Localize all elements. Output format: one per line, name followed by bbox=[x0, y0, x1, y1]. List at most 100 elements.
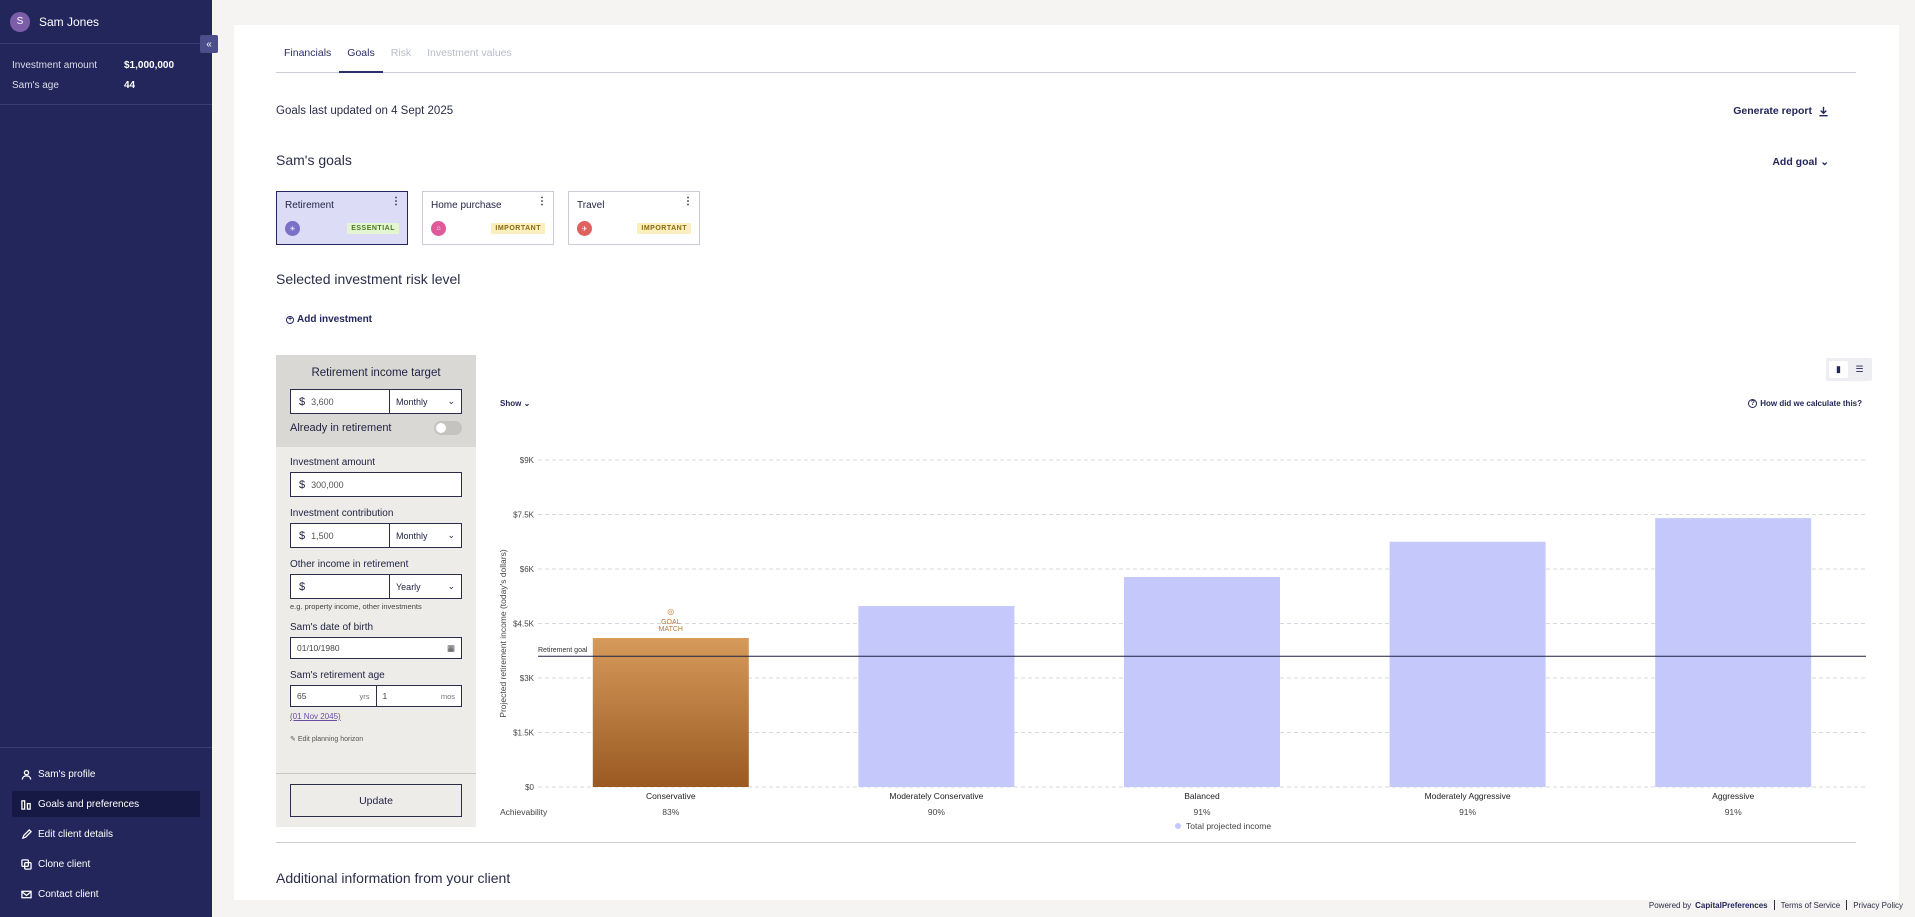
kebab-menu-icon[interactable]: ⋮ bbox=[537, 196, 547, 207]
sidebar-item-goals[interactable]: Goals and preferences bbox=[12, 791, 200, 817]
input-value: 01/10/1980 bbox=[297, 643, 340, 653]
achievability-label: Achievability bbox=[500, 807, 548, 817]
sidebar-item-edit-client[interactable]: Edit client details bbox=[12, 821, 200, 847]
footer-separator bbox=[1773, 900, 1775, 910]
retirement-date-text: (01 Nov 2045) bbox=[290, 712, 341, 721]
already-retired-row: Already in retirement bbox=[290, 421, 462, 435]
update-button[interactable]: Update bbox=[290, 784, 462, 817]
add-goal-label: Add goal bbox=[1772, 156, 1818, 168]
contribution-input[interactable]: $ 1,500 bbox=[291, 524, 389, 547]
bar bbox=[1389, 541, 1546, 787]
other-income-input[interactable]: $ bbox=[291, 575, 389, 598]
footer-separator bbox=[1846, 900, 1848, 910]
other-income-hint: e.g. property income, other investments bbox=[290, 602, 422, 611]
bar-chart-view-icon[interactable]: ▮ bbox=[1829, 361, 1848, 378]
pencil-icon: ✎ bbox=[290, 736, 298, 743]
tab-financials[interactable]: Financials bbox=[284, 47, 332, 59]
question-circle-icon: ? bbox=[1748, 399, 1758, 408]
field-label: Sam's retirement age bbox=[290, 670, 385, 681]
add-investment-button[interactable]: + Add investment bbox=[286, 314, 372, 325]
sidebar-item-contact-client[interactable]: Contact client bbox=[12, 881, 200, 907]
link-label: How did we calculate this? bbox=[1760, 399, 1862, 408]
chevron-down-icon: ⌄ bbox=[447, 396, 455, 406]
already-retired-toggle[interactable] bbox=[434, 421, 462, 435]
goal-card-retirement[interactable]: Retirement ⋮ ☀ ESSENTIAL bbox=[276, 191, 408, 245]
y-tick-label: $9K bbox=[520, 456, 535, 465]
show-dropdown[interactable]: Show ⌄ bbox=[500, 399, 530, 408]
sidebar-item-label: Goals and preferences bbox=[38, 798, 140, 810]
kebab-menu-icon[interactable]: ⋮ bbox=[683, 196, 693, 207]
plus-circle-icon: + bbox=[286, 315, 294, 324]
privacy-link[interactable]: Privacy Policy bbox=[1853, 900, 1903, 910]
info-label: Investment amount bbox=[12, 60, 98, 71]
investment-amount-input[interactable]: $ 300,000 bbox=[291, 473, 461, 496]
brand-logo: CapitalPreferences bbox=[1695, 900, 1768, 910]
goal-match-label: GOAL bbox=[661, 619, 681, 626]
info-value: $1,000,000 bbox=[124, 60, 175, 71]
user-header[interactable]: S Sam Jones bbox=[0, 0, 212, 44]
edit-planning-horizon-link[interactable]: ✎ Edit planning horizon bbox=[290, 735, 462, 743]
bar bbox=[858, 606, 1015, 787]
generate-report-button[interactable]: Generate report bbox=[1733, 105, 1829, 117]
goal-name: Home purchase bbox=[431, 200, 502, 211]
table-view-icon[interactable]: ☰ bbox=[1855, 364, 1864, 374]
dob-input[interactable]: 01/10/1980 ▦ bbox=[290, 637, 462, 659]
input-value: 300,000 bbox=[311, 479, 344, 490]
achievability-value: 91% bbox=[1193, 807, 1210, 817]
sidebar-item-profile[interactable]: Sam's profile bbox=[12, 761, 200, 787]
risk-level-title: Selected investment risk level bbox=[276, 271, 461, 287]
terms-link[interactable]: Terms of Service bbox=[1780, 900, 1841, 910]
how-calculated-link[interactable]: ? How did we calculate this? bbox=[1748, 399, 1862, 408]
income-frequency-select[interactable]: Monthly ⌄ bbox=[389, 390, 461, 413]
calendar-icon[interactable]: ▦ bbox=[446, 642, 455, 653]
chevron-down-icon: ⌄ bbox=[447, 530, 455, 540]
client-summary: Investment amount $1,000,000 Sam's age 4… bbox=[0, 44, 212, 105]
collapse-sidebar-button[interactable]: « bbox=[200, 35, 218, 53]
y-tick-label: $4.5K bbox=[513, 620, 535, 629]
bar bbox=[592, 638, 749, 787]
priority-badge: IMPORTANT bbox=[491, 223, 545, 234]
contribution-frequency-select[interactable]: Monthly ⌄ bbox=[389, 524, 461, 547]
travel-goal-icon: ✈ bbox=[577, 221, 592, 236]
currency-symbol: $ bbox=[299, 478, 306, 491]
currency-symbol: $ bbox=[299, 529, 306, 542]
chevron-down-icon: ⌄ bbox=[447, 581, 455, 591]
retirement-goal-icon: ☀ bbox=[285, 221, 300, 236]
dob-block: Sam's date of birth 01/10/1980 ▦ bbox=[290, 622, 462, 659]
kebab-menu-icon[interactable]: ⋮ bbox=[391, 196, 401, 207]
select-value: Monthly bbox=[396, 396, 428, 407]
retirement-months-input[interactable]: 1 mos bbox=[375, 686, 462, 706]
chart-icon bbox=[20, 798, 32, 810]
other-income-frequency-select[interactable]: Yearly ⌄ bbox=[389, 575, 461, 598]
sidebar-item-clone-client[interactable]: Clone client bbox=[12, 851, 200, 877]
sidebar-item-label: Contact client bbox=[38, 888, 99, 900]
target-icon: ◎ bbox=[667, 607, 674, 616]
achievability-value: 83% bbox=[662, 807, 679, 817]
select-value: Monthly bbox=[396, 530, 428, 541]
achievability-value: 90% bbox=[928, 807, 945, 817]
income-target-input[interactable]: $ 3,600 bbox=[291, 390, 389, 413]
x-tick-label: Aggressive bbox=[1712, 791, 1754, 801]
y-tick-label: $1.5K bbox=[513, 729, 535, 738]
income-target-section: Retirement income target $ 3,600 Monthly… bbox=[276, 355, 476, 447]
retirement-form: Retirement income target $ 3,600 Monthly… bbox=[276, 355, 476, 827]
add-investment-label: Add investment bbox=[297, 314, 373, 325]
input-value: 3,600 bbox=[311, 396, 334, 407]
add-goal-button[interactable]: Add goal ⌄ bbox=[1772, 156, 1829, 168]
age-row: Sam's age 44 bbox=[12, 76, 200, 96]
sidebar-item-label: Edit client details bbox=[38, 828, 114, 840]
y-tick-label: $6K bbox=[520, 565, 535, 574]
income-target-field: $ 3,600 Monthly ⌄ bbox=[290, 389, 462, 414]
goal-card-home-purchase[interactable]: Home purchase ⋮ ⌂ IMPORTANT bbox=[422, 191, 554, 245]
field-label: Sam's date of birth bbox=[290, 622, 374, 633]
retirement-age-block: Sam's retirement age 65 yrs 1 mos (01 No… bbox=[290, 670, 462, 743]
retirement-years-input[interactable]: 65 yrs bbox=[291, 686, 376, 706]
field-label: Investment contribution bbox=[290, 508, 394, 519]
tab-goals[interactable]: Goals bbox=[339, 41, 383, 73]
y-axis-label: Projected retirement income (today's dol… bbox=[498, 549, 508, 718]
x-tick-label: Balanced bbox=[1184, 791, 1220, 801]
goal-card-travel[interactable]: Travel ⋮ ✈ IMPORTANT bbox=[568, 191, 700, 245]
bar bbox=[1655, 518, 1812, 787]
tab-risk: Risk bbox=[390, 47, 412, 59]
field-label: Investment amount bbox=[290, 457, 376, 468]
